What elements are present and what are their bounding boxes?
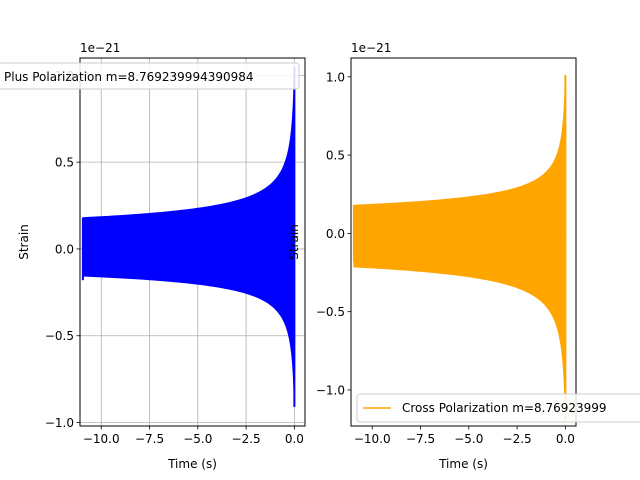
- cross-y-tick-label: 1.0: [326, 70, 345, 84]
- plus-x-tick-label: −10.0: [83, 432, 120, 446]
- cross-offset-text: 1e−21: [351, 41, 391, 55]
- plus-x-tick-label: −7.5: [135, 432, 164, 446]
- cross-legend-box: [356, 393, 640, 423]
- cross-y-tick-label: 0.5: [326, 149, 345, 163]
- cross-y-ticks: −1.0 −0.5 0.0 0.5 1.0: [316, 70, 351, 397]
- cross-y-axis-label: Strain: [287, 224, 301, 260]
- plus-legend: Plus Polarization m=8.769239994390984: [0, 62, 300, 90]
- plus-x-tick-label: −2.5: [232, 432, 261, 446]
- cross-x-tick-label: 0.0: [556, 432, 575, 446]
- cross-x-tick-label: −7.5: [406, 432, 435, 446]
- cross-legend-label: Cross Polarization m=8.76923999: [402, 401, 607, 415]
- plus-legend-box: [0, 62, 300, 90]
- plus-polarization-chart: −10.0−7.5−5.0−2.50.0 −1.0−0.50.00.51.0 1…: [0, 41, 306, 471]
- plus-offset-text: 1e−21: [80, 41, 120, 55]
- plus-x-ticks: −10.0 −7.5 −5.0 −2.5 0.0: [83, 426, 304, 446]
- cross-x-tick-label: −2.5: [503, 432, 532, 446]
- plus-y-tick-label: −0.5: [45, 329, 74, 343]
- cross-x-tick-label: −5.0: [454, 432, 483, 446]
- plus-series-area: [81, 66, 296, 407]
- cross-legend: Cross Polarization m=8.76923999: [356, 393, 640, 423]
- cross-x-axis-label: Time (s): [438, 457, 488, 471]
- plus-x-tick-label: 0.0: [285, 432, 304, 446]
- plus-y-axis-label: Strain: [17, 224, 31, 260]
- plus-y-tick-label: 0.5: [55, 156, 74, 170]
- cross-y-tick-label: 0.0: [326, 227, 345, 241]
- plus-x-axis-label: Time (s): [167, 457, 217, 471]
- cross-x-tick-label: −10.0: [354, 432, 391, 446]
- plus-y-tick-label: −1.0: [45, 416, 74, 430]
- cross-y-tick-label: −1.0: [316, 383, 345, 397]
- plus-axes-frame: [79, 57, 306, 427]
- plus-y-tick-label: 0.0: [55, 242, 74, 256]
- cross-axes-frame: [350, 57, 577, 427]
- plus-legend-label: Plus Polarization m=8.769239994390984: [4, 70, 254, 84]
- cross-polarization-chart: −10.0 −7.5 −5.0 −2.5 0.0 −1.0 −0.5 0.0 0.5 1.0 1…: [287, 41, 640, 471]
- cross-y-tick-label: −0.5: [316, 305, 345, 319]
- cross-x-ticks: −10.0 −7.5 −5.0 −2.5 0.0: [354, 426, 575, 446]
- plus-x-tick-label: −5.0: [183, 432, 212, 446]
